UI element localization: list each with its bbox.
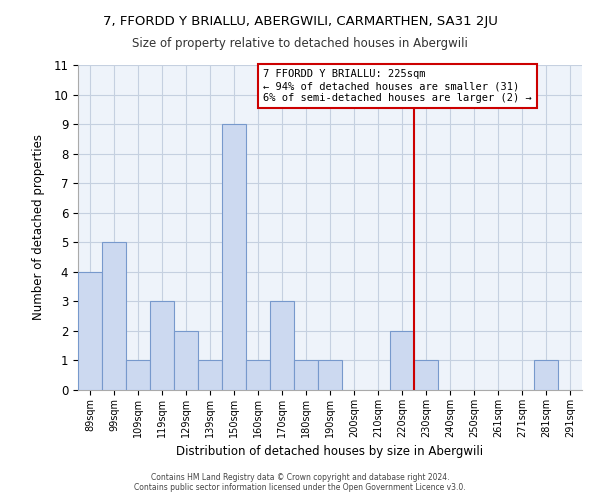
X-axis label: Distribution of detached houses by size in Abergwili: Distribution of detached houses by size …: [176, 446, 484, 458]
Bar: [319, 360, 341, 390]
Text: 7, FFORDD Y BRIALLU, ABERGWILI, CARMARTHEN, SA31 2JU: 7, FFORDD Y BRIALLU, ABERGWILI, CARMARTH…: [103, 15, 497, 28]
Bar: [151, 302, 173, 390]
Bar: [127, 360, 149, 390]
Bar: [295, 360, 317, 390]
Bar: [79, 272, 101, 390]
Bar: [247, 360, 269, 390]
Bar: [391, 331, 413, 390]
Text: Size of property relative to detached houses in Abergwili: Size of property relative to detached ho…: [132, 38, 468, 51]
Y-axis label: Number of detached properties: Number of detached properties: [32, 134, 45, 320]
Bar: [103, 242, 125, 390]
Bar: [271, 302, 293, 390]
Bar: [199, 360, 221, 390]
Bar: [535, 360, 557, 390]
Bar: [175, 331, 197, 390]
Text: Contains HM Land Registry data © Crown copyright and database right 2024.
Contai: Contains HM Land Registry data © Crown c…: [134, 473, 466, 492]
Bar: [223, 124, 245, 390]
Text: 7 FFORDD Y BRIALLU: 225sqm
← 94% of detached houses are smaller (31)
6% of semi-: 7 FFORDD Y BRIALLU: 225sqm ← 94% of deta…: [263, 70, 532, 102]
Bar: [415, 360, 437, 390]
